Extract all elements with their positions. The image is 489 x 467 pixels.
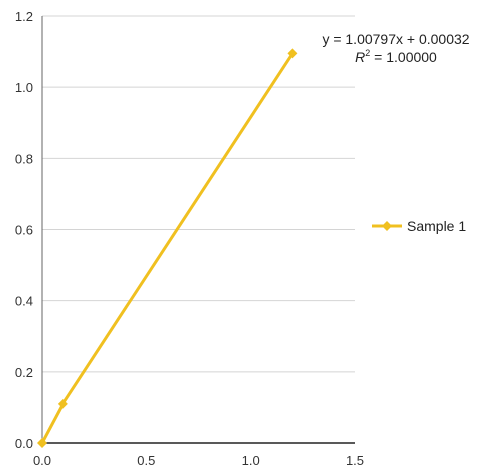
legend-marker [382, 221, 392, 231]
x-tick-label: 0.0 [33, 453, 51, 467]
y-tick-label: 1.2 [15, 9, 33, 24]
y-tick-label: 0.6 [15, 223, 33, 238]
r-squared-exponent: 2 [365, 48, 370, 58]
x-tick-label: 1.0 [242, 453, 260, 467]
r-squared-symbol: R [355, 49, 365, 65]
trendline-equation: y = 1.00797x + 0.00032 [322, 31, 469, 47]
series-layer [37, 48, 298, 448]
x-tick-label: 0.5 [137, 453, 155, 467]
y-tick-label: 1.0 [15, 80, 33, 95]
data-point [57, 398, 68, 409]
trendline-r-squared: R2 = 1.00000 [355, 48, 437, 65]
data-point [287, 48, 298, 59]
r-squared-value: = 1.00000 [370, 49, 437, 65]
x-tick-label: 1.5 [346, 453, 364, 467]
y-tick-label: 0.4 [15, 294, 33, 309]
legend: Sample 1 [372, 218, 466, 234]
y-tick-label: 0.0 [15, 436, 33, 451]
axes [41, 16, 355, 444]
data-point [37, 438, 47, 448]
series-line-0 [40, 52, 294, 444]
tick-labels: 0.0 0.2 0.4 0.6 0.8 1.0 1.2 0.0 0.5 1.0 1.5 [15, 9, 364, 467]
y-tick-label: 0.2 [15, 365, 33, 380]
legend-label: Sample 1 [407, 218, 466, 234]
y-tick-label: 0.8 [15, 151, 33, 166]
gridlines [42, 15, 355, 373]
